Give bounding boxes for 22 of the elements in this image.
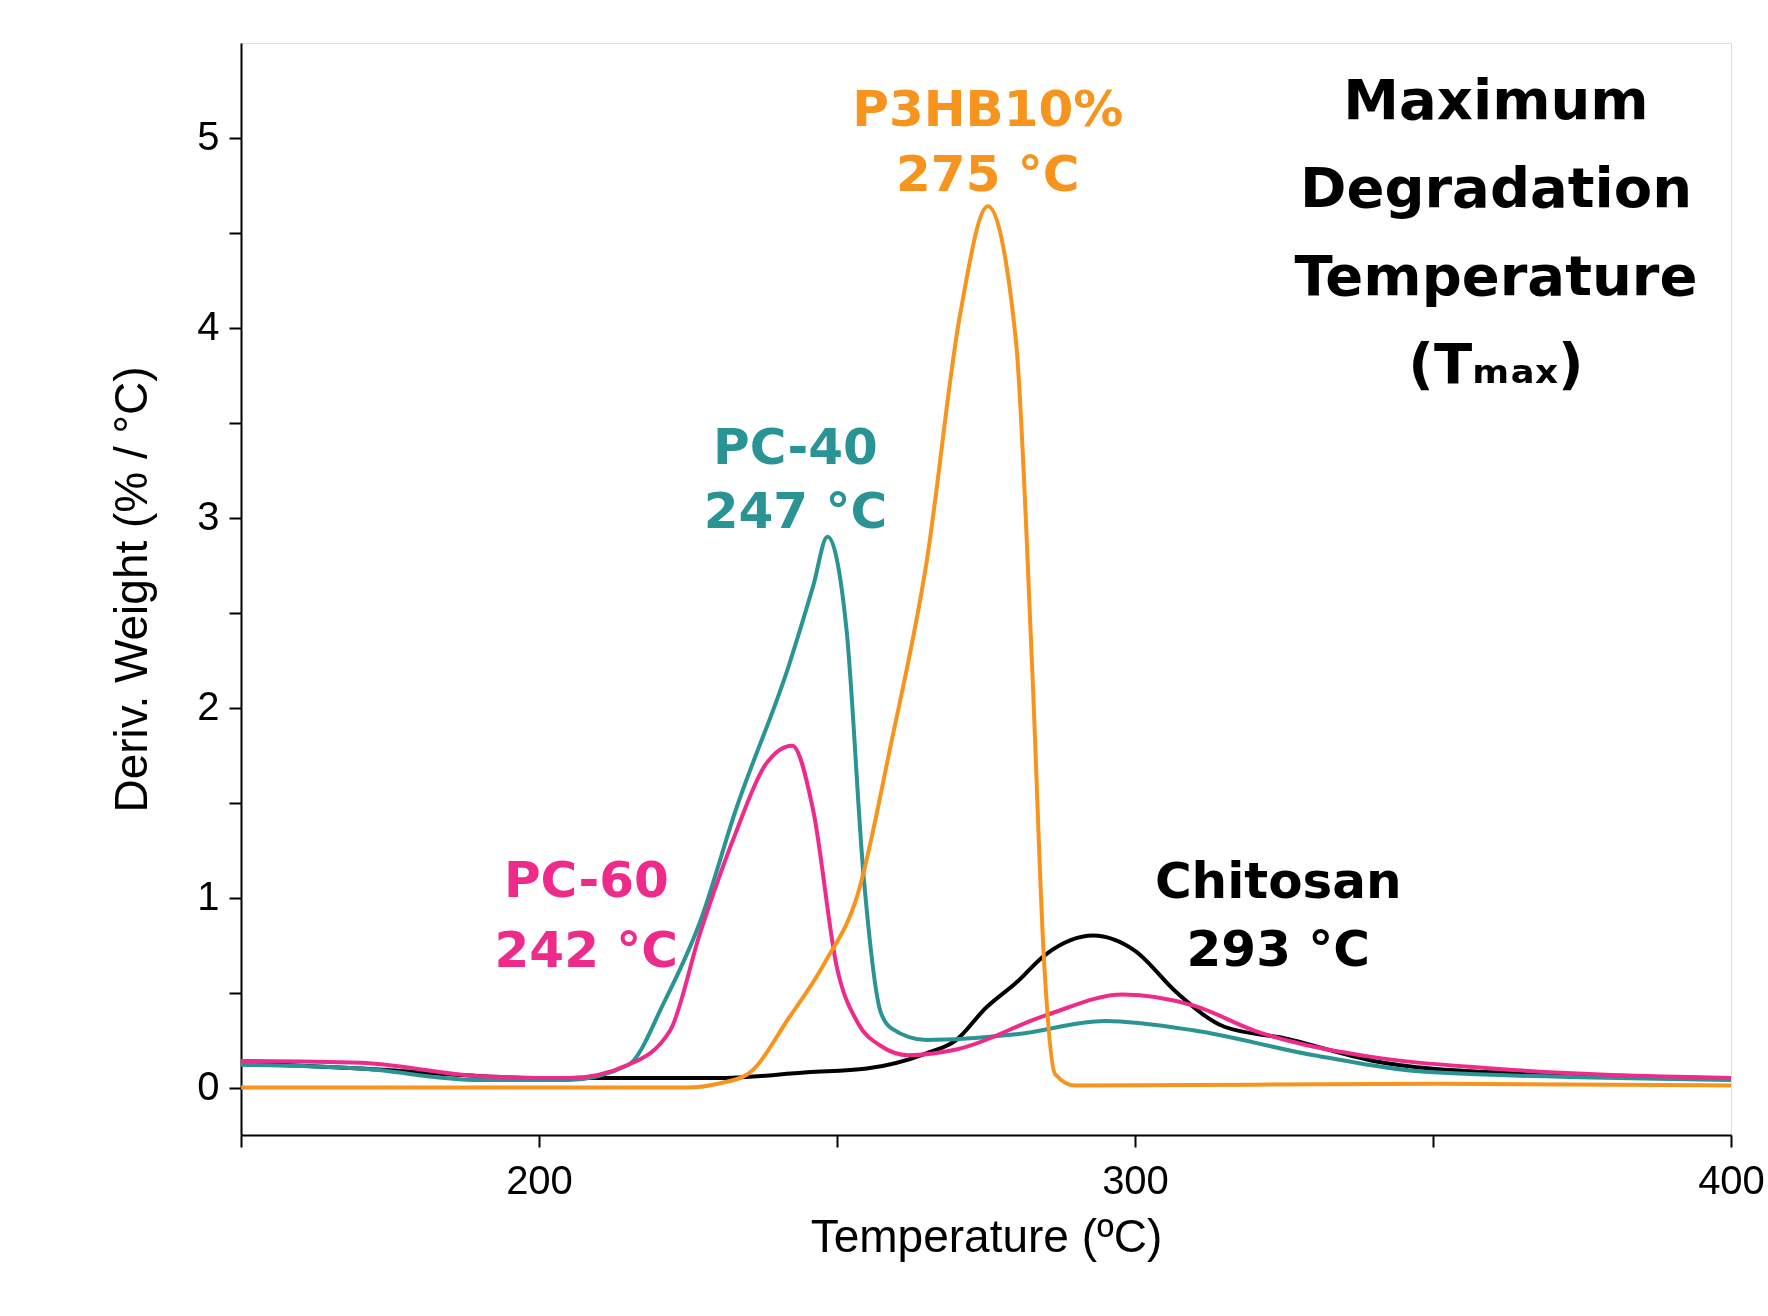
y-tick-label: 2 [197,684,220,729]
x-tick-label: 200 [506,1157,573,1202]
y-tick-label: 3 [197,494,220,539]
y-tick-label: 4 [197,304,220,349]
y-axis-title: Deriv. Weight (% / °C) [105,366,158,813]
line-series [239,743,1733,1081]
series-label: PC-40 [713,417,878,476]
line-series [239,534,1733,1082]
series-label: Chitosan [1154,851,1402,910]
y-tick-label: 5 [197,114,220,159]
annotation: 275 °C [896,145,1080,204]
annotation: 242 °C [494,920,679,979]
annotation: Maximum Degradation Temperature (Tₘₐₓ) [1294,67,1698,396]
annotation: 293 °C [1186,919,1371,978]
y-tick-label: 1 [197,874,220,919]
y-tick-label: 0 [197,1064,220,1109]
x-axis-title: Temperature (ºC) [810,1209,1163,1262]
x-tick-label: 300 [1102,1157,1169,1202]
x-tick-label: 400 [1698,1157,1765,1202]
series-label: PC-60 [503,850,669,909]
annotation: 247 °C [703,481,888,540]
series-label: P3HB10% [852,80,1124,139]
